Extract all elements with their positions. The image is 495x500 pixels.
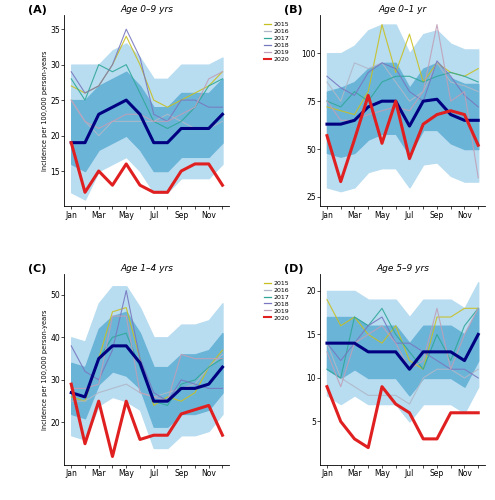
Y-axis label: Incidence per 100,000 person-years: Incidence per 100,000 person-years <box>42 309 48 430</box>
Y-axis label: Incidence per 100,000 person-years: Incidence per 100,000 person-years <box>42 50 48 171</box>
Title: Age 0–9 yrs: Age 0–9 yrs <box>120 5 173 14</box>
Legend: 2015, 2016, 2017, 2018, 2019, 2020: 2015, 2016, 2017, 2018, 2019, 2020 <box>264 280 289 320</box>
Text: (C): (C) <box>28 264 47 274</box>
Title: Age 5–9 yrs: Age 5–9 yrs <box>376 264 429 272</box>
Text: (D): (D) <box>284 264 303 274</box>
Title: Age 1–4 yrs: Age 1–4 yrs <box>120 264 173 272</box>
Text: (A): (A) <box>28 6 47 16</box>
Title: Age 0–1 yr: Age 0–1 yr <box>379 5 427 14</box>
Text: (B): (B) <box>284 6 302 16</box>
Legend: 2015, 2016, 2017, 2018, 2019, 2020: 2015, 2016, 2017, 2018, 2019, 2020 <box>264 22 289 62</box>
